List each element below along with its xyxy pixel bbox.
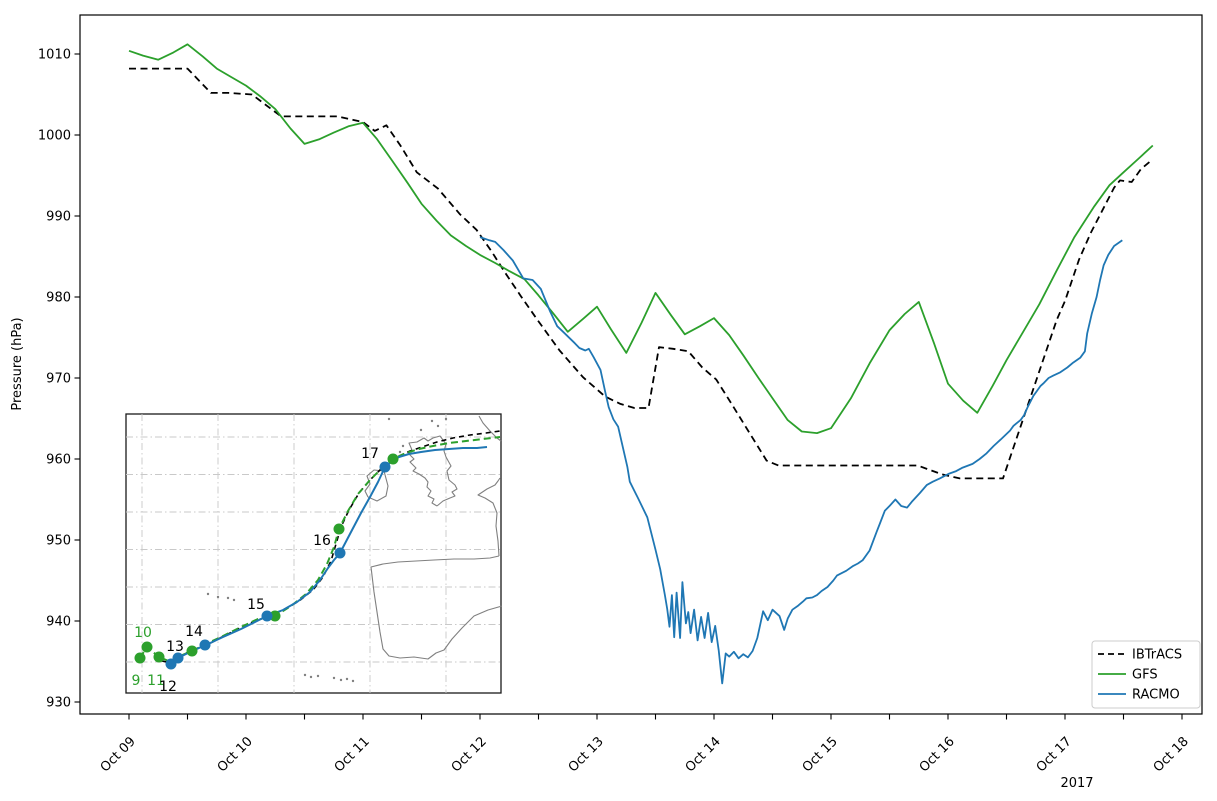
y-tick-label: 940 (46, 615, 71, 630)
y-axis-ticks: 1010 1000 990 980 970 960 950 940 930 (38, 48, 80, 711)
track-ibtracs (161, 430, 501, 664)
y-tick-label: 1010 (38, 48, 71, 63)
inset-date-label: 11 (147, 673, 165, 689)
inset-map-coastlines (206, 415, 503, 683)
inset-date-label: 12 (159, 679, 177, 695)
series-ibtracs (129, 67, 1154, 480)
inset-date-label: 10 (134, 625, 152, 641)
inset-date-label: 15 (247, 597, 265, 613)
y-tick-label: 980 (46, 291, 71, 306)
y-tick-label: 990 (46, 210, 71, 225)
data-series (128, 43, 1154, 685)
y-tick-label: 1000 (38, 129, 71, 144)
coastline (370, 555, 503, 660)
coastline (477, 477, 501, 557)
inset-map-frame (125, 413, 502, 694)
inset-date-label: 17 (361, 446, 379, 462)
track-position-dot (333, 523, 345, 535)
track-position-dot (199, 639, 211, 651)
track-position-dot (261, 610, 273, 622)
series-gfs (128, 43, 1154, 435)
legend-label-ibtracs: IBTrACS (1132, 648, 1182, 663)
track-position-dot (172, 652, 184, 664)
coastline (478, 415, 502, 442)
inset-date-label: 13 (166, 639, 184, 655)
y-tick-label: 960 (46, 453, 71, 468)
legend-label-racmo: RACMO (1132, 688, 1180, 703)
y-tick-label: 930 (46, 696, 71, 711)
inset-track-position-dots (134, 453, 399, 670)
track-position-dot (269, 610, 281, 622)
legend-label-gfs: GFS (1132, 668, 1158, 683)
y-tick-label: 950 (46, 534, 71, 549)
series-racmo (479, 236, 1123, 685)
track-position-dot (334, 547, 346, 559)
inset-date-label: 14 (185, 624, 203, 640)
track-position-dot (134, 652, 146, 664)
track-position-dot (141, 641, 153, 653)
track-position-dot (387, 453, 399, 465)
x-axis-year-label: 2017 (1060, 776, 1093, 791)
coastline (407, 435, 458, 507)
track-position-dot (379, 461, 391, 473)
y-axis-label: Pressure (hPa) (10, 317, 25, 410)
legend-box (1091, 640, 1201, 709)
y-tick-label: 970 (46, 372, 71, 387)
inset-date-label: 9 (132, 673, 141, 689)
track-position-dot (186, 645, 198, 657)
legend: IBTrACS GFS RACMO (1091, 640, 1201, 709)
track-position-dot (153, 651, 165, 663)
inset-date-label: 16 (313, 533, 331, 549)
